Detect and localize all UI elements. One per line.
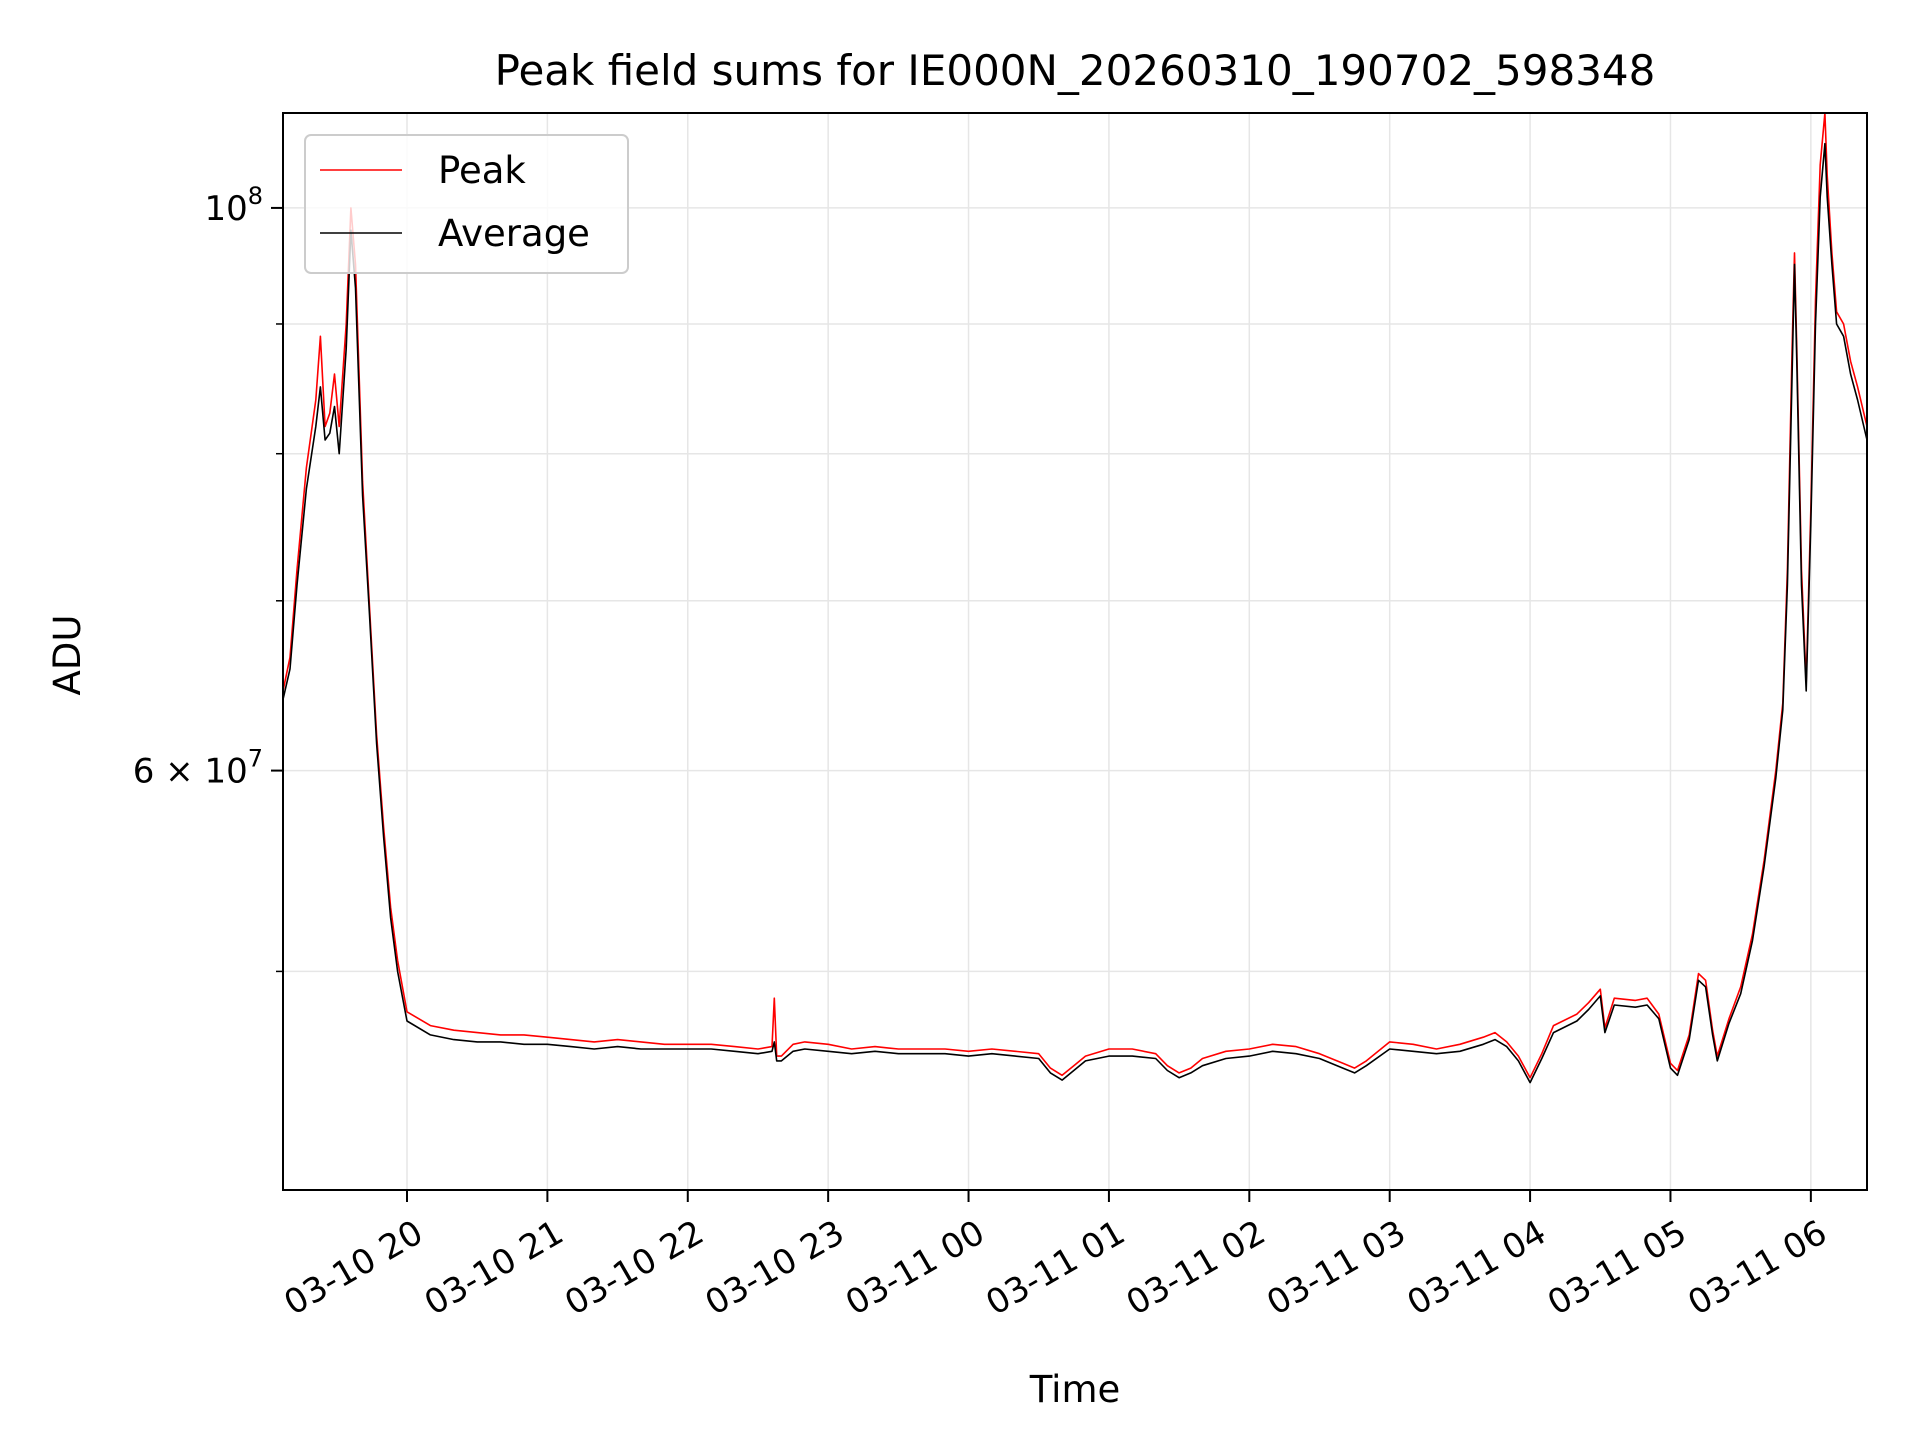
plot-frame xyxy=(282,112,1868,1191)
legend-peak-label: Peak xyxy=(438,149,526,192)
legend: Peak Average xyxy=(304,134,629,274)
series-line-average xyxy=(282,142,1868,1084)
series-lines xyxy=(282,112,1868,1084)
legend-average-label: Average xyxy=(438,212,590,255)
chart-title: Peak field sums for IE000N_20260310_1907… xyxy=(495,46,1656,95)
grid xyxy=(283,113,1867,1190)
y-axis-label: ADU xyxy=(46,615,89,696)
series-line-peak xyxy=(282,112,1868,1079)
x-axis-label: Time xyxy=(1029,1368,1121,1411)
y-axis-ticks: 108 6 × 107 xyxy=(133,182,283,973)
y-tick-label: 108 xyxy=(204,182,263,229)
y-tick-label: 6 × 107 xyxy=(133,745,263,792)
